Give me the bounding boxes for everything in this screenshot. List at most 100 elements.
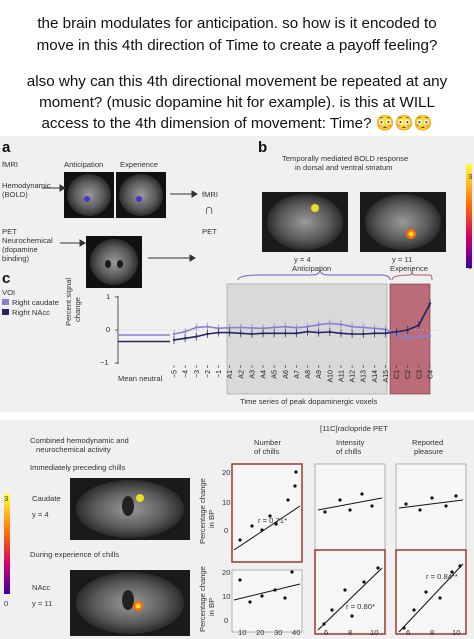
data-point	[339, 332, 343, 335]
caption-line-3: also why can this 4th directional moveme…	[26, 73, 448, 90]
data-point	[328, 330, 332, 334]
panel-b-title-line-2: in dorsal and ventral striatum	[295, 163, 393, 172]
legend-caudate: Right caudate	[2, 298, 59, 307]
scatter-caudate-pleasure	[395, 463, 467, 563]
scatter-caudate-intensity	[314, 463, 386, 563]
legend-nacc: Right NAcc	[2, 308, 50, 317]
bp-ylabel-bottom-2: in BP	[207, 597, 216, 616]
panel-b-anticipation-label: Anticipation	[292, 264, 332, 273]
data-point	[217, 327, 220, 330]
caption-line-5: access to the 4th dimension of movement:…	[6, 114, 468, 134]
data-point	[206, 325, 209, 328]
fmri-right-label: fMRI	[202, 190, 219, 199]
data-point	[350, 325, 354, 328]
scale-min-label: 0	[468, 262, 473, 271]
experience-label: Experience	[120, 160, 158, 169]
figure-separator	[0, 412, 474, 420]
caudate-label: Caudate	[32, 494, 61, 503]
anticipation-region	[226, 283, 388, 395]
anticipation-bracket	[237, 268, 391, 281]
bold-label: (BOLD)	[2, 190, 28, 199]
data-point	[195, 335, 198, 338]
r-value-nacc-intensity: r = 0.80*	[346, 602, 375, 611]
x-tick-label: A7	[294, 370, 301, 379]
x-tick-label: A9	[316, 370, 323, 379]
data-point	[261, 327, 265, 330]
fmri-label: fMRI	[2, 160, 19, 169]
figure-bottom: Combined hemodynamic and neurochemical a…	[0, 420, 474, 639]
tick-x2-6: 6	[324, 628, 329, 637]
tick-x3-8: 8	[430, 628, 435, 637]
tick-x1-10: 10	[238, 628, 247, 637]
bold-color-scale	[466, 164, 472, 268]
data-point	[239, 332, 242, 335]
x-tick-label: A14	[372, 370, 379, 383]
series-line-caudate	[173, 322, 431, 340]
data-point	[395, 330, 398, 333]
data-point	[428, 334, 432, 338]
combined-title-line-1: Combined hemodynamic and	[30, 436, 129, 445]
x-tick-label: C1	[394, 370, 401, 379]
x-tick-label: C2	[405, 370, 412, 379]
legend-caudate-swatch	[2, 299, 9, 305]
caption-line-5-text: access to the 4th dimension of movement:…	[41, 115, 372, 132]
y-tick-1: 1	[106, 292, 111, 301]
scale-bottom-label: 0	[4, 599, 9, 608]
data-point	[261, 332, 265, 335]
x-tick-label: −4	[183, 370, 190, 378]
slice-y4-label: y = 4	[294, 255, 311, 264]
data-point	[183, 337, 187, 340]
data-point	[284, 325, 287, 328]
data-point	[373, 327, 376, 330]
data-point	[306, 330, 309, 333]
data-point	[272, 332, 276, 335]
col2-line-1: Intensity	[336, 438, 365, 447]
pet-label: PET	[2, 227, 17, 236]
nacc-label: NAcc	[32, 583, 51, 592]
raclopride-label: [11C]raclopride PET	[320, 424, 388, 433]
post-caption: the brain modulates for anticipation. so…	[0, 0, 474, 150]
bp-ylabel-top-2: in BP	[207, 509, 216, 528]
data-point	[350, 332, 354, 336]
figure-top: −5 −4 −3 −2 −1 A1 A2 A3 A4 A5 A6 A7 A8 A9 A10 A11 A12 A13…	[0, 136, 474, 412]
col1-line-1: Number	[254, 438, 282, 447]
during-label: During experience of chills	[30, 550, 120, 559]
caption-line-2: move in this 4th direction of Time to cr…	[36, 37, 438, 54]
tick-y-top-10: 10	[222, 498, 231, 507]
bottom-color-scale	[4, 494, 10, 594]
caption-line-1: the brain modulates for anticipation. so…	[37, 15, 437, 32]
immediately-label: Immediately preceding chills	[30, 463, 126, 472]
data-point	[328, 322, 332, 325]
x-tick-label: A10	[327, 370, 334, 383]
tick-x3-10: 10	[452, 628, 461, 637]
col1-line-2: of chills	[254, 447, 280, 456]
x-tick-label: −5	[172, 370, 179, 378]
data-point	[317, 323, 320, 326]
binding-label: binding)	[2, 254, 30, 263]
data-point	[272, 326, 276, 329]
bp-ylabel-top-1: Percentage change	[198, 478, 207, 544]
data-point	[373, 332, 376, 335]
x-tick-label: A1	[227, 370, 234, 379]
data-point	[239, 326, 242, 329]
panel-b-letter: b	[258, 139, 268, 156]
intersection-symbol: ∩	[204, 201, 215, 217]
anticipation-label: Anticipation	[64, 160, 104, 169]
r-value-nacc-pleasure: r = 0.84**	[426, 572, 458, 581]
tick-y-bottom-0: 0	[224, 616, 229, 625]
data-point	[195, 326, 198, 329]
x-axis-title: Time series of peak dopaminergic voxels	[240, 397, 378, 406]
mean-neutral-label: Mean neutral	[118, 374, 163, 383]
tick-x1-30: 30	[274, 628, 283, 637]
tick-x3-6: 6	[406, 628, 411, 637]
col3-line-2: pleasure	[414, 447, 444, 456]
chart-tick-layer: −5 −4 −3 −2 −1 A1 A2 A3 A4 A5 A6 A7 A8 A9 A10 A11 A12 A13…	[172, 365, 435, 382]
voi-label: VOI	[2, 288, 16, 297]
bp-ylabel-bottom-1: Percentage change	[198, 566, 207, 632]
tick-x2-10: 10	[370, 628, 379, 637]
data-point	[362, 332, 365, 336]
x-tick-label: −2	[205, 370, 212, 378]
panel-a-arrows	[42, 184, 198, 262]
x-tick-label: A12	[350, 370, 357, 383]
panel-c-letter: c	[2, 270, 11, 287]
